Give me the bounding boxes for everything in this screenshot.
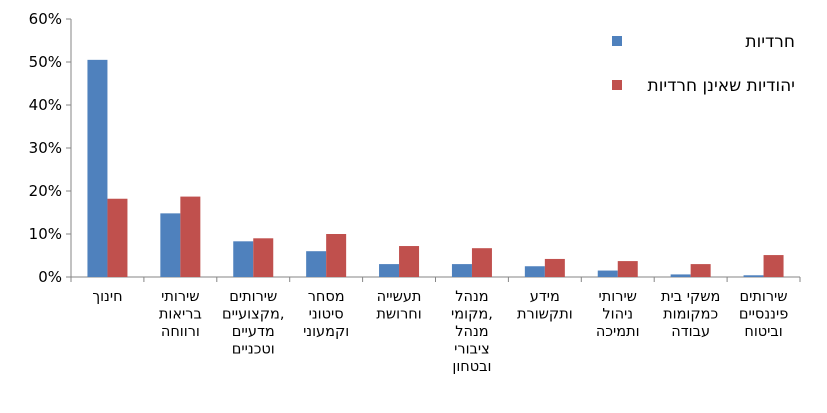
- x-axis-ticks: [70, 277, 801, 282]
- legend-label-haredi: חרדיות: [745, 32, 795, 52]
- bar-non-haredi-9: [763, 255, 784, 277]
- y-axis-ticks: 0% 10% 20% 30% 40% 50% 60%: [29, 10, 71, 286]
- category-label-line: מדעיים: [232, 324, 275, 340]
- category-label-line: בריאות: [159, 307, 202, 323]
- bar-haredi-6: [524, 266, 545, 277]
- category-label-line: וקמעוני: [303, 324, 349, 340]
- y-tick-label: 20%: [29, 182, 62, 200]
- bar-haredi-5: [451, 264, 472, 277]
- legend: חרדיות יהודיות שאינן חרדיות: [612, 32, 795, 96]
- y-tick-label: 40%: [29, 96, 62, 114]
- category-label-line: ותמיכה: [596, 324, 640, 340]
- bar-haredi-7: [597, 270, 618, 277]
- category-label-line: ניהול: [602, 307, 633, 323]
- category-label-2: שירותים מקצועיים, מדעיים וטכניים: [222, 289, 284, 358]
- bar-haredi-1: [160, 213, 181, 277]
- category-label-line: מנהל: [455, 289, 488, 305]
- y-tick-label: 10%: [29, 225, 62, 243]
- y-tick-label: 60%: [29, 10, 62, 28]
- category-label-4: תעשייה וחרושת: [376, 289, 421, 323]
- y-tick-label: 0%: [38, 268, 62, 286]
- bar-haredi-2: [233, 241, 254, 277]
- category-label-line: סיטוני: [309, 307, 344, 323]
- bars: [87, 59, 784, 277]
- bar-haredi-9: [743, 275, 764, 277]
- bar-haredi-8: [670, 274, 691, 277]
- category-label-line: שירותים: [740, 289, 788, 305]
- category-label-line: מקומי,: [451, 307, 493, 323]
- category-label-line: וחרושת: [376, 307, 421, 323]
- y-tick-label: 30%: [29, 139, 62, 157]
- bar-non-haredi-0: [107, 198, 128, 277]
- bar-non-haredi-7: [617, 261, 638, 277]
- category-label-line: ובטחון: [452, 359, 491, 375]
- bar-haredi-3: [306, 251, 327, 277]
- category-label-8: משקי בית כמקומות עבודה: [661, 289, 720, 340]
- category-label-line: עבודה: [671, 324, 710, 340]
- bar-non-haredi-4: [399, 246, 420, 277]
- category-label-0: חינוך: [92, 289, 122, 305]
- category-label-line: מידע: [530, 289, 560, 305]
- category-label-3: מסחר סיטוני וקמעוני: [303, 289, 349, 340]
- category-label-line: ציבורי: [454, 342, 490, 358]
- category-label-line: ורווחה: [161, 324, 200, 340]
- category-label-line: וטכניים: [232, 342, 275, 358]
- category-label-line: פיננסיים: [739, 307, 788, 323]
- category-label-line: מסחר: [308, 289, 345, 305]
- category-label-line: משקי בית: [661, 289, 720, 305]
- category-label-line: מנהל: [455, 324, 488, 340]
- category-label-line: חינוך: [92, 289, 122, 305]
- category-label-line: ותקשורת: [517, 307, 573, 323]
- bar-non-haredi-8: [690, 264, 711, 277]
- legend-label-non-haredi: יהודיות שאינן חרדיות: [648, 76, 795, 96]
- bar-non-haredi-3: [326, 234, 347, 277]
- category-label-line: שירותים: [229, 289, 277, 305]
- category-label-5: מנהל מקומי, מנהל ציבורי ובטחון: [451, 289, 493, 375]
- category-label-1: שירותי בריאות ורווחה: [159, 289, 202, 340]
- category-label-6: מידע ותקשורת: [517, 289, 573, 323]
- category-label-line: וביטוח: [744, 324, 782, 340]
- bar-non-haredi-2: [253, 238, 274, 277]
- bar-non-haredi-5: [471, 248, 492, 277]
- bar-non-haredi-6: [544, 258, 565, 277]
- category-label-line: שירותי: [599, 289, 637, 305]
- bar-non-haredi-1: [180, 196, 201, 277]
- bar-haredi-4: [379, 264, 400, 277]
- bar-haredi-0: [87, 59, 108, 277]
- y-tick-label: 50%: [29, 53, 62, 71]
- category-label-line: תעשייה: [377, 289, 422, 305]
- category-label-7: שירותי ניהול ותמיכה: [596, 289, 640, 340]
- category-label-line: מקצועיים,: [222, 307, 284, 323]
- category-label-9: שירותים פיננסיים וביטוח: [739, 289, 788, 340]
- legend-swatch-non-haredi: [612, 80, 622, 90]
- category-label-line: שירותי: [161, 289, 199, 305]
- legend-swatch-haredi: [612, 36, 622, 46]
- category-label-line: כמקומות: [663, 307, 718, 323]
